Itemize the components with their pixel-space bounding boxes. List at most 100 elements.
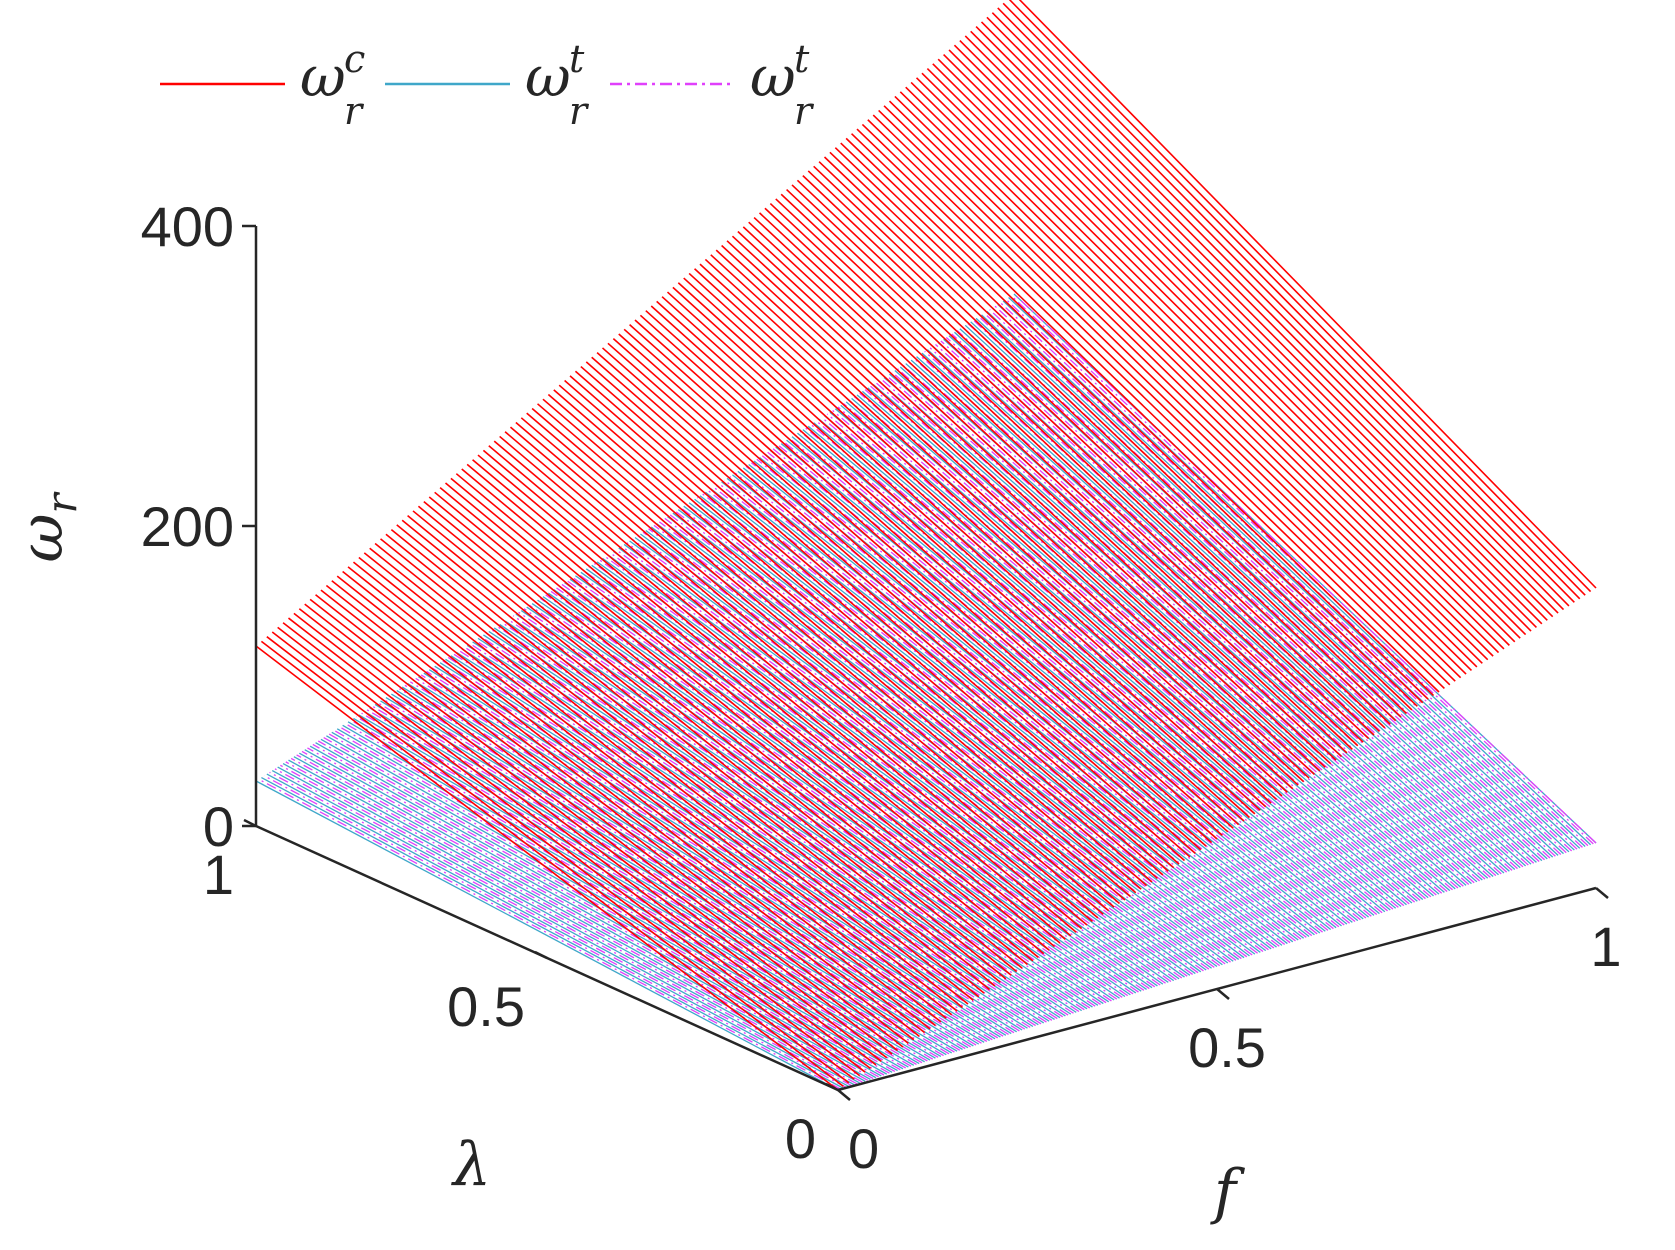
- surface-mesh-line: [537, 403, 1121, 905]
- surface-mesh-line: [288, 759, 871, 1080]
- surface-mesh-line: [263, 775, 847, 1088]
- surface-mesh-line: [469, 643, 1053, 1021]
- z-tick-label: 400: [141, 195, 234, 258]
- surface-mesh-line: [991, 307, 1575, 851]
- surface-mesh-line: [288, 617, 871, 1070]
- surface-mesh-line: [602, 557, 1185, 978]
- surface-mesh-line: [970, 30, 1554, 618]
- surface-mesh-line: [331, 731, 915, 1066]
- surface-mesh-line: [734, 472, 1318, 935]
- surface-mesh-line: [399, 688, 982, 1044]
- surface-mesh-line: [352, 561, 936, 1027]
- y-tick-label: 0.5: [447, 975, 525, 1038]
- surface-mesh-line: [637, 535, 1221, 967]
- surface-mesh-line: [729, 476, 1313, 937]
- surface-mesh-line: [437, 663, 1020, 1032]
- surface-mesh-line: [564, 582, 1147, 990]
- surface-mesh-line: [945, 336, 1529, 866]
- surface-mesh-line: [694, 498, 1277, 948]
- surface-mesh-line: [353, 717, 936, 1059]
- surface-mesh-line: [472, 459, 1056, 948]
- surface-mesh-line: [899, 91, 1483, 664]
- surface-mesh-line: [477, 454, 1061, 944]
- surface-mesh-line: [277, 626, 861, 1077]
- surface-mesh-line: [417, 505, 1001, 984]
- surface-mesh-line: [569, 578, 1153, 989]
- surface-mesh-line: [317, 740, 901, 1071]
- z-tick-label: 0: [203, 795, 234, 858]
- legend-label: ωc r: [300, 37, 365, 133]
- surface-mesh-line: [396, 524, 980, 998]
- surface-mesh-line: [423, 672, 1007, 1036]
- surface-mesh-line: [964, 324, 1548, 860]
- surface-mesh-line: [764, 207, 1348, 754]
- surface-mesh-line: [542, 398, 1126, 901]
- surface-mesh-line: [428, 496, 1012, 976]
- y-axis-label: λ: [451, 1130, 491, 1200]
- surface-mesh-line: [907, 361, 1491, 878]
- surface-mesh-line: [796, 179, 1380, 733]
- y-tick-mark: [534, 950, 548, 960]
- surface-mesh-line: [618, 333, 1202, 851]
- surface-mesh-line: [334, 729, 917, 1065]
- surface-mesh-line: [786, 439, 1370, 918]
- surface-mesh-line: [366, 709, 950, 1055]
- surface-mesh-line: [780, 443, 1364, 920]
- surface-mesh-line: [870, 385, 1453, 891]
- surface-mesh-line: [810, 423, 1394, 910]
- surface-mesh-line: [921, 72, 1505, 650]
- svg-text:ωr: ωr: [7, 491, 86, 563]
- surface-mesh-line: [531, 407, 1115, 908]
- surface-mesh-line: [380, 700, 963, 1050]
- surface-mesh-line: [447, 656, 1031, 1028]
- surface-mesh-line: [526, 412, 1110, 912]
- surface-mesh-line: [823, 156, 1408, 715]
- surface-mesh-line: [815, 420, 1399, 908]
- surface-mesh-line: [258, 778, 842, 1090]
- surface-mesh-line: [915, 77, 1500, 654]
- surface-mesh-line: [423, 501, 1007, 980]
- surface-mesh-line: [975, 26, 1559, 614]
- surface-mesh-line: [431, 667, 1015, 1034]
- surface-mesh-line: [864, 389, 1448, 893]
- surface-mesh-line: [878, 109, 1462, 679]
- surface-mesh-line: [374, 542, 958, 1012]
- surface-mesh-line: [509, 426, 1093, 923]
- surface-mesh-line: [742, 467, 1326, 932]
- surface-mesh-line: [529, 604, 1112, 1002]
- surface-mesh-line: [913, 357, 1497, 877]
- surface-mesh-line: [347, 721, 931, 1061]
- surface-mesh-line: [574, 370, 1158, 880]
- surface-mesh-line: [791, 184, 1375, 736]
- surface-mesh-line: [1005, 298, 1589, 847]
- surface-mesh-line: [585, 568, 1169, 983]
- surface-mesh-line: [948, 49, 1532, 632]
- surface-mesh-line: [824, 415, 1407, 906]
- surface-mesh-line: [889, 373, 1472, 885]
- surface-mesh-line: [932, 345, 1516, 870]
- surface-mesh-line: [845, 137, 1429, 700]
- surface-mesh-line: [271, 769, 855, 1086]
- surface-mesh-line: [298, 608, 882, 1062]
- surface-mesh-line: [745, 465, 1329, 931]
- surface-mesh-line: [740, 469, 1323, 933]
- surface-mesh-line: [799, 430, 1383, 914]
- surface-mesh-line: [731, 235, 1316, 776]
- surface-mesh-line: [260, 640, 844, 1088]
- surface-mesh-line: [623, 328, 1207, 847]
- surface-mesh-line: [293, 612, 877, 1066]
- surface-mesh-line: [515, 421, 1099, 919]
- surface-mesh-line: [661, 296, 1245, 822]
- surface-mesh-line: [585, 361, 1169, 872]
- surface-mesh-line: [358, 556, 942, 1023]
- surface-mesh-line: [656, 523, 1240, 960]
- y-tick-mark: [243, 818, 257, 828]
- legend-entry-1: ωc r: [160, 37, 365, 133]
- surface-mesh-line: [369, 547, 953, 1016]
- surface-mesh-line: [342, 570, 926, 1034]
- surface-mesh-line: [704, 258, 1288, 793]
- surface-mesh-line: [385, 533, 969, 1005]
- y-tick-mark: [825, 1082, 839, 1092]
- y-tick-label: 0: [785, 1107, 816, 1170]
